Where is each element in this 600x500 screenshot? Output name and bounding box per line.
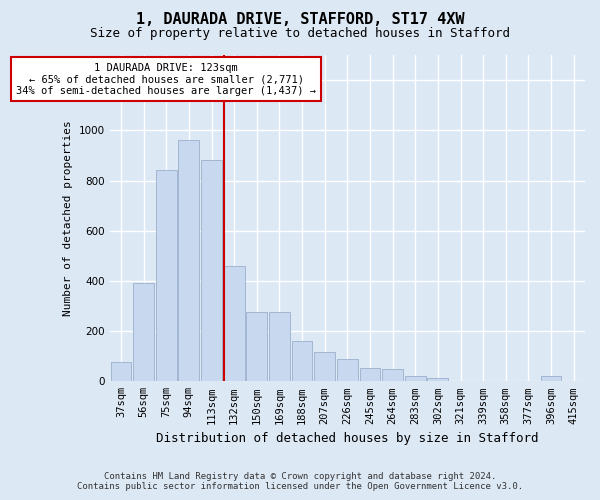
Text: Contains HM Land Registry data © Crown copyright and database right 2024.
Contai: Contains HM Land Registry data © Crown c…	[77, 472, 523, 491]
Bar	[156, 170, 176, 382]
Bar	[541, 376, 562, 382]
Bar	[382, 369, 403, 382]
X-axis label: Distribution of detached houses by size in Stafford: Distribution of detached houses by size …	[156, 432, 539, 445]
Text: 1, DAURADA DRIVE, STAFFORD, ST17 4XW: 1, DAURADA DRIVE, STAFFORD, ST17 4XW	[136, 12, 464, 28]
Bar	[133, 284, 154, 382]
Text: Size of property relative to detached houses in Stafford: Size of property relative to detached ho…	[90, 28, 510, 40]
Y-axis label: Number of detached properties: Number of detached properties	[63, 120, 73, 316]
Bar	[224, 266, 245, 382]
Bar	[427, 378, 448, 382]
Bar	[359, 368, 380, 382]
Text: 1 DAURADA DRIVE: 123sqm
← 65% of detached houses are smaller (2,771)
34% of semi: 1 DAURADA DRIVE: 123sqm ← 65% of detache…	[16, 62, 316, 96]
Bar	[269, 312, 290, 382]
Bar	[405, 376, 425, 382]
Bar	[110, 362, 131, 382]
Bar	[337, 358, 358, 382]
Bar	[201, 160, 222, 382]
Bar	[178, 140, 199, 382]
Bar	[247, 312, 267, 382]
Bar	[314, 352, 335, 382]
Bar	[292, 341, 313, 382]
